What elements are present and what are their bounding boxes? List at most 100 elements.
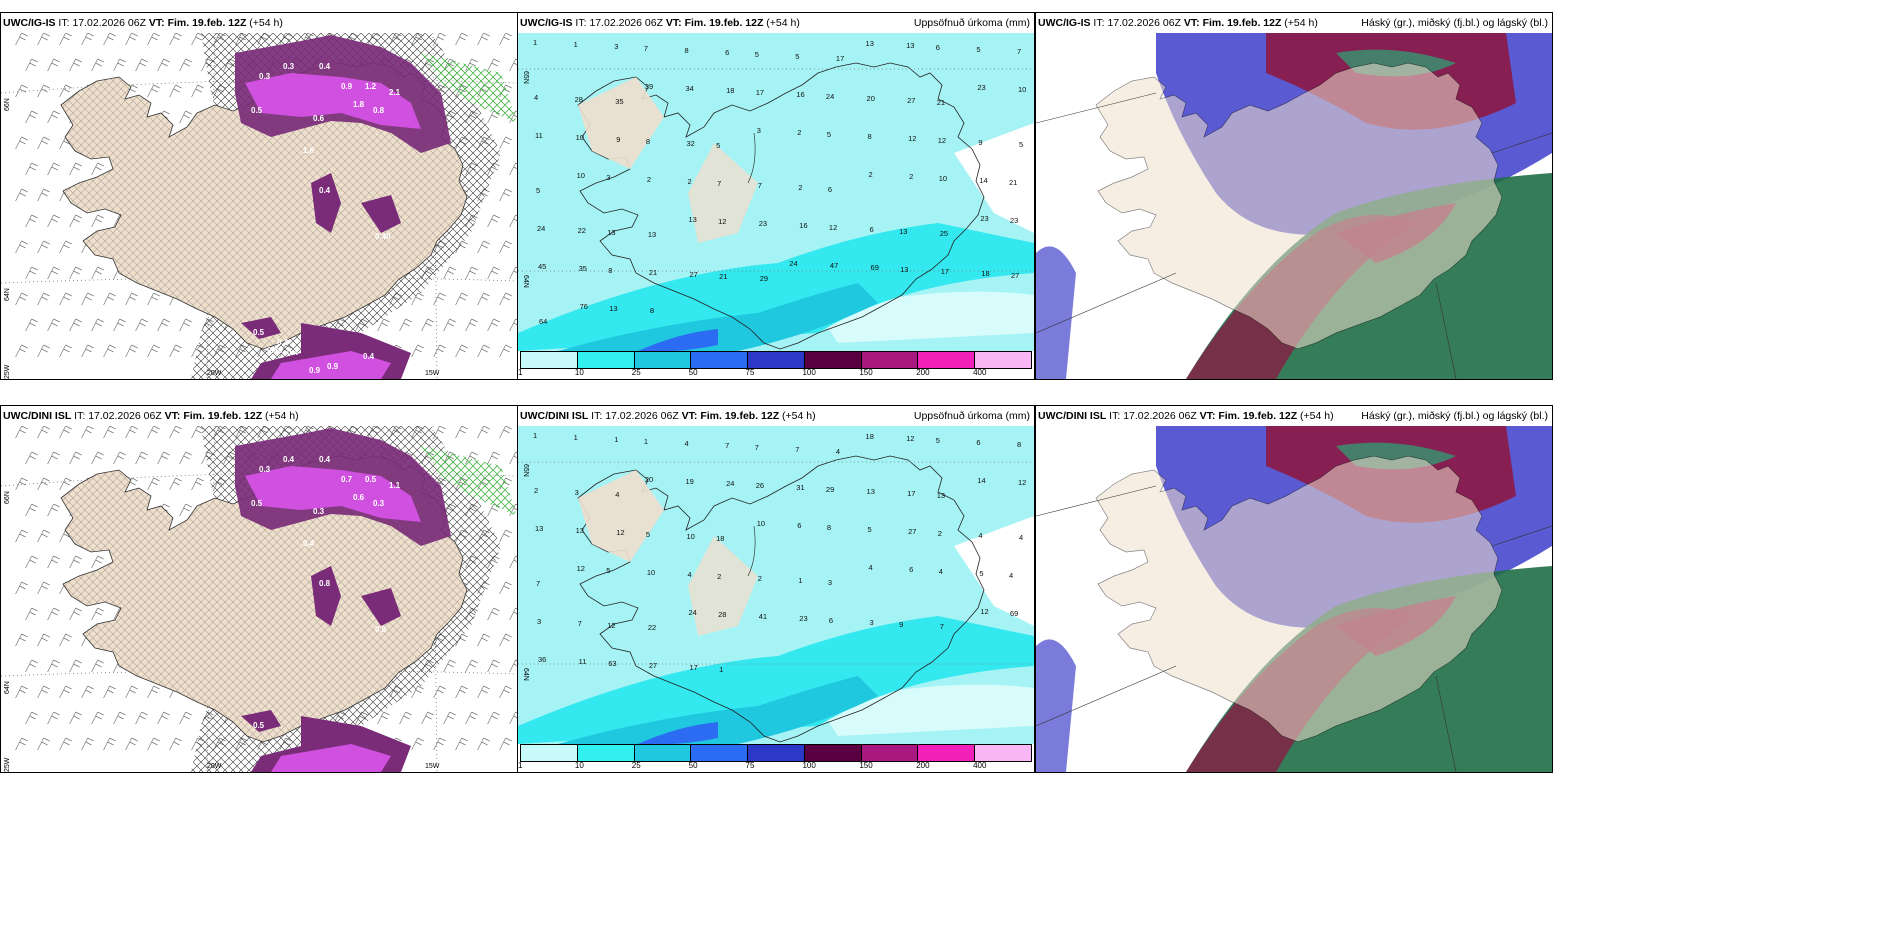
precip-value-label: 12	[1018, 478, 1026, 487]
precip-value-label: 1	[798, 576, 802, 585]
snow-value-label: 0.5	[253, 721, 265, 730]
precip-value-label: 41	[759, 612, 767, 621]
it-value: 17.02.2026 06Z	[605, 410, 679, 422]
precip-value-label: 6	[797, 521, 801, 530]
panel-top-left: UWC/IG-IS IT: 17.02.2026 06Z VT: Fim. 19…	[0, 12, 518, 380]
precip-value-label: 27	[1011, 271, 1019, 280]
snow-value-label: 0.4	[277, 338, 289, 347]
colorbar-tick-label: 150	[859, 761, 873, 770]
land-hatch	[61, 456, 467, 742]
colorbar-swatch	[577, 745, 635, 761]
precip-value-label: 13	[688, 215, 696, 224]
map-cloud-cover	[1036, 426, 1552, 772]
colorbar-swatch	[521, 745, 578, 761]
lead-time: (+54 h)	[249, 17, 283, 29]
vt-value: Fim. 19.feb. 12Z	[684, 17, 764, 29]
precip-value-label: 27	[649, 661, 657, 670]
longitude-label: 15W	[425, 763, 440, 770]
precip-value-label: 4	[1009, 571, 1013, 580]
precip-value-label: 9	[978, 138, 982, 147]
precip-value-label: 64	[539, 317, 547, 326]
colorbar-tick-label: 200	[916, 761, 930, 770]
precip-value-label: 26	[756, 481, 764, 490]
snow-value-label: 0.7	[341, 475, 353, 484]
snow-value-label: 1.8	[353, 100, 365, 109]
precip-value-label: 5	[646, 530, 650, 539]
precip-value-label: 7	[755, 443, 759, 452]
graticule	[1036, 485, 1552, 772]
precip-value-label: 8	[646, 137, 650, 146]
precip-value-label: 6	[976, 438, 980, 447]
vt-label: VT:	[148, 17, 165, 29]
colorbar-swatch	[691, 745, 749, 761]
precip-value-label: 19	[685, 477, 693, 486]
land-iceland	[1095, 455, 1503, 743]
heavy-precip-band	[558, 283, 878, 351]
precip-value-label: 18	[866, 432, 874, 441]
map-snow-wind: 66N 64N 25W 20W 15W 0.3 0.3 0.4 0.9 1.2 2.1 1.8 0.8 0…	[1, 33, 517, 379]
precip-value-label: 2	[647, 175, 651, 184]
precip-value-label: 12	[906, 434, 914, 443]
precip-value-label: 1	[644, 437, 648, 446]
precip-value-label: 25	[940, 229, 948, 238]
precip-value-label: 10	[647, 568, 655, 577]
precip-value-label: 22	[578, 226, 586, 235]
precip-value-label: 24	[537, 224, 545, 233]
colorbar-legend: 1 10 25 50 75 100 150 200 400	[518, 351, 1034, 379]
precip-value-label: 10	[757, 519, 765, 528]
precip-value-label: 6	[725, 48, 729, 57]
precip-value-label: 2	[534, 486, 538, 495]
precip-value-label: 5	[755, 50, 759, 59]
precip-value-label: 21	[649, 268, 657, 277]
precip-value-label: 5	[976, 45, 980, 54]
precip-value-label: 22	[648, 623, 656, 632]
colorbar-tick-label: 100	[802, 761, 816, 770]
precip-value-label: 2	[717, 572, 721, 581]
precip-value-label: 23	[977, 83, 985, 92]
snow-value-label: 0.9	[327, 362, 339, 371]
snow-value-label: 0.6	[313, 114, 325, 123]
precip-value-label: 8	[650, 306, 654, 315]
colorbar-tick-label: 400	[973, 761, 987, 770]
precip-value-label: 16	[799, 221, 807, 230]
precip-value-label: 9	[899, 620, 903, 629]
precip-value-label: 39	[645, 82, 653, 91]
precip-value-label: 7	[758, 181, 762, 190]
precip-value-label: 8	[608, 266, 612, 275]
colorbar-legend: 1 10 25 50 75 100 150 200 400	[518, 744, 1034, 772]
latitude-label: 25W	[4, 757, 11, 772]
colorbar-swatch	[804, 352, 862, 368]
precip-value-label: 3	[870, 618, 874, 627]
precip-value-label: 5	[716, 141, 720, 150]
precip-value-label: 16	[796, 90, 804, 99]
vt-value: Fim. 19.feb. 12Z	[700, 410, 780, 422]
snow-value-label: 0.4	[319, 455, 331, 464]
colorbar-tick-label: 1	[518, 368, 523, 377]
snow-value-label: 0.4	[283, 455, 295, 464]
precip-value-label: 7	[725, 441, 729, 450]
snow-value-label: 0.5	[365, 475, 377, 484]
precip-value-label: 10	[577, 171, 585, 180]
precip-value-label: 4	[1019, 533, 1023, 542]
precip-value-label: 20	[645, 475, 653, 484]
precip-value-label: 4	[534, 93, 538, 102]
lead-time: (+54 h)	[766, 17, 800, 29]
very-heavy-precip-band	[638, 329, 718, 351]
precip-value-label: 21	[937, 98, 945, 107]
precip-value-label: 4	[978, 531, 982, 540]
colorbar-swatch	[975, 352, 1032, 368]
it-value: 17.02.2026 06Z	[1123, 410, 1197, 422]
colorbar-ticks: 1 10 25 50 75 100 150 200 400	[518, 761, 1032, 772]
precip-value-label: 28	[575, 95, 583, 104]
precip-value-label: 1	[533, 431, 537, 440]
latitude-label: 65N	[522, 464, 529, 477]
precip-value-label: 12	[829, 223, 837, 232]
no-precip-area	[954, 123, 1034, 233]
precip-value-label: 32	[686, 139, 694, 148]
snow-value-label: 0.6	[353, 493, 365, 502]
precip-value-label: 12	[616, 528, 624, 537]
precip-value-label: 6	[828, 185, 832, 194]
very-heavy-precip-band	[638, 722, 718, 744]
longitude-label: 20W	[207, 763, 222, 770]
